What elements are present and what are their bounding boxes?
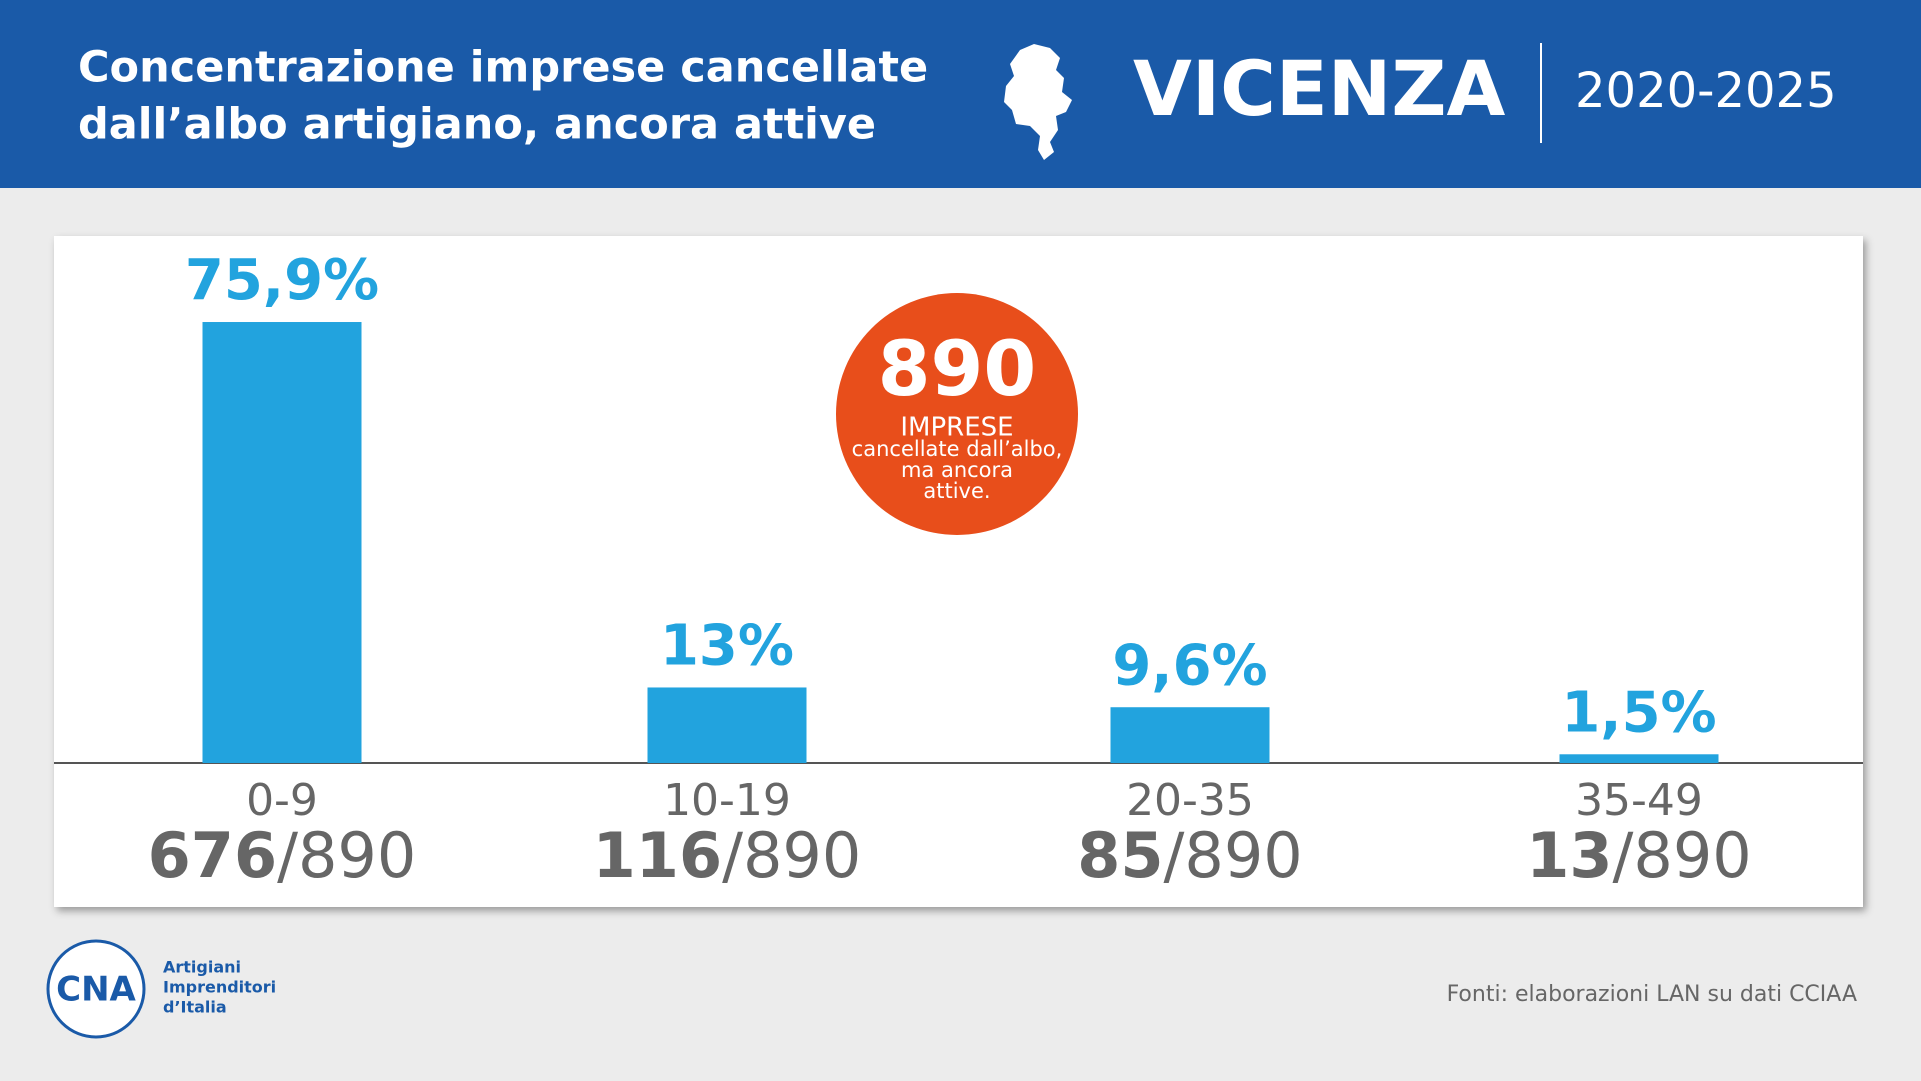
total-value: 890 <box>878 324 1037 413</box>
category-label: 0-9 <box>246 775 318 826</box>
header <box>0 0 1921 188</box>
logo-mark: CNA <box>56 970 136 1010</box>
place: VICENZA <box>1133 44 1506 133</box>
value-label: 75,9% <box>185 248 379 313</box>
map-icon <box>1004 44 1072 160</box>
count-total: 890 <box>1633 819 1751 892</box>
title-line: Concentrazione imprese cancellate <box>78 43 928 93</box>
logo-text: Imprenditori <box>163 978 276 997</box>
bar <box>1559 754 1719 763</box>
period: 2020-2025 <box>1575 63 1837 119</box>
count-total: 890 <box>743 819 861 892</box>
count: 676 <box>148 819 277 892</box>
bar <box>202 322 362 763</box>
category-label: 20-35 <box>1126 775 1254 826</box>
count-total: 890 <box>298 819 416 892</box>
count-label: 116/890 <box>593 819 862 892</box>
total-badge <box>836 293 1078 535</box>
logo-text: d’Italia <box>163 998 227 1017</box>
separator: / <box>722 819 743 892</box>
bar <box>1110 707 1270 763</box>
bar <box>647 687 807 763</box>
total-text: cancellate dall’albo, <box>852 437 1063 461</box>
title-line: dall’albo artigiano, ancora attive <box>78 100 876 150</box>
separator: / <box>1164 819 1185 892</box>
value-label: 9,6% <box>1112 633 1267 698</box>
count-label: 85/890 <box>1077 819 1303 892</box>
value-label: 13% <box>660 614 794 679</box>
value-label: 1,5% <box>1561 680 1716 745</box>
count-total: 890 <box>1184 819 1302 892</box>
total-caption: IMPRESE <box>900 413 1013 443</box>
count-label: 676/890 <box>148 819 417 892</box>
logo-ring <box>46 939 146 1039</box>
count: 85 <box>1077 819 1163 892</box>
category-label: 35-49 <box>1575 775 1703 826</box>
separator: / <box>1613 819 1634 892</box>
source: Fonti: elaborazioni LAN su dati CCIAA <box>1447 982 1857 1007</box>
count: 13 <box>1526 819 1612 892</box>
total-text: attive. <box>923 479 990 503</box>
count: 116 <box>593 819 722 892</box>
count-label: 13/890 <box>1526 819 1752 892</box>
separator: / <box>277 819 298 892</box>
logo-text: Artigiani <box>163 958 241 977</box>
total-text: ma ancora <box>901 458 1013 482</box>
category-label: 10-19 <box>663 775 791 826</box>
